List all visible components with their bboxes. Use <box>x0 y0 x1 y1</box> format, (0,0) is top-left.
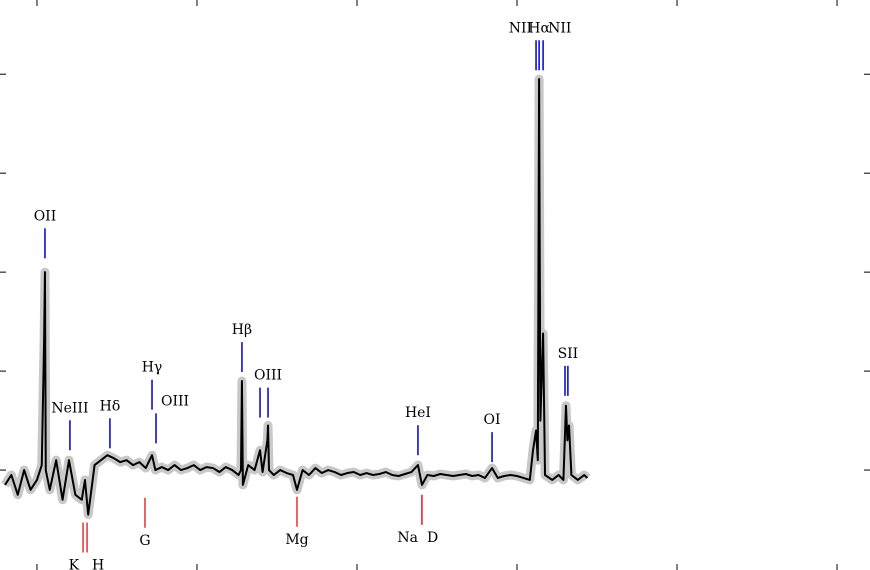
emission-label: NII <box>509 20 532 36</box>
absorption-label: Mg <box>285 532 308 548</box>
emission-label: OIII <box>254 368 282 384</box>
emission-label: Hα <box>528 20 550 36</box>
spectrum-line <box>4 78 589 516</box>
spectrum-band <box>1 74 591 520</box>
absorption-label: H <box>92 558 104 570</box>
absorption-label: G <box>139 533 150 549</box>
emission-label: NeIII <box>51 400 88 416</box>
emission-label: NII <box>548 20 571 36</box>
absorption-label: D <box>427 530 438 546</box>
emission-label: OII <box>34 208 57 224</box>
emission-label: HeI <box>405 405 431 421</box>
absorption-label: K <box>69 558 80 570</box>
emission-label: Hγ <box>142 360 163 376</box>
emission-label: OI <box>484 412 501 428</box>
emission-label: Hβ <box>232 322 252 338</box>
emission-label: SII <box>558 346 579 362</box>
emission-label: Hδ <box>100 398 121 414</box>
absorption-label: Na <box>397 530 418 546</box>
emission-label: OIII <box>161 393 189 409</box>
